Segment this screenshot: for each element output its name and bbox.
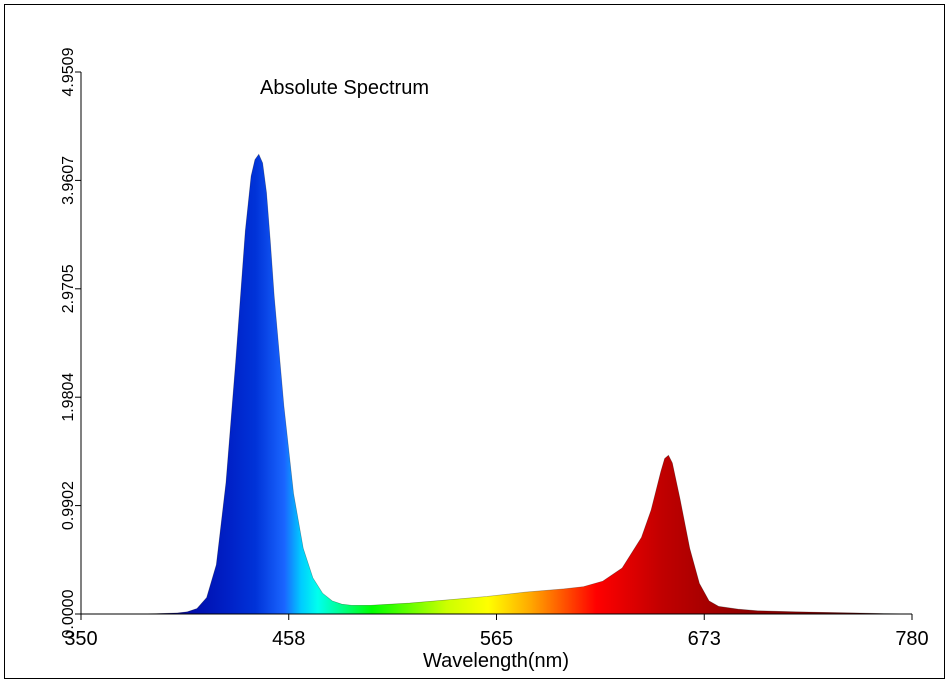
x-tick-label: 780 (895, 628, 928, 650)
y-tick-label: 4.9509 (60, 47, 77, 96)
y-tick-label: 2.9705 (60, 264, 77, 313)
x-tick-label: 350 (64, 628, 97, 650)
spectrum-area (81, 154, 912, 614)
plot-area (81, 153, 913, 615)
x-tick-label: 565 (480, 628, 513, 650)
x-tick-label: 673 (688, 628, 721, 650)
chart-frame (4, 4, 945, 679)
axes (80, 72, 912, 615)
x-tick-label: 458 (272, 628, 305, 650)
y-tick-label: 0.0000 (60, 589, 77, 638)
y-tick-label: 1.9804 (60, 373, 77, 422)
x-ticks: 350 458 565 673 780 (64, 614, 929, 650)
x-axis-title: Wavelength(nm) (423, 650, 569, 672)
chart-title: Absolute Spectrum (260, 77, 429, 99)
y-tick-label: 3.9607 (60, 156, 77, 205)
y-tick-label: 0.9902 (60, 481, 77, 530)
spectrum-line (81, 153, 913, 615)
y-ticks: 0.0000 0.9902 1.9804 2.9705 3.9607 4.9509 (60, 47, 81, 638)
